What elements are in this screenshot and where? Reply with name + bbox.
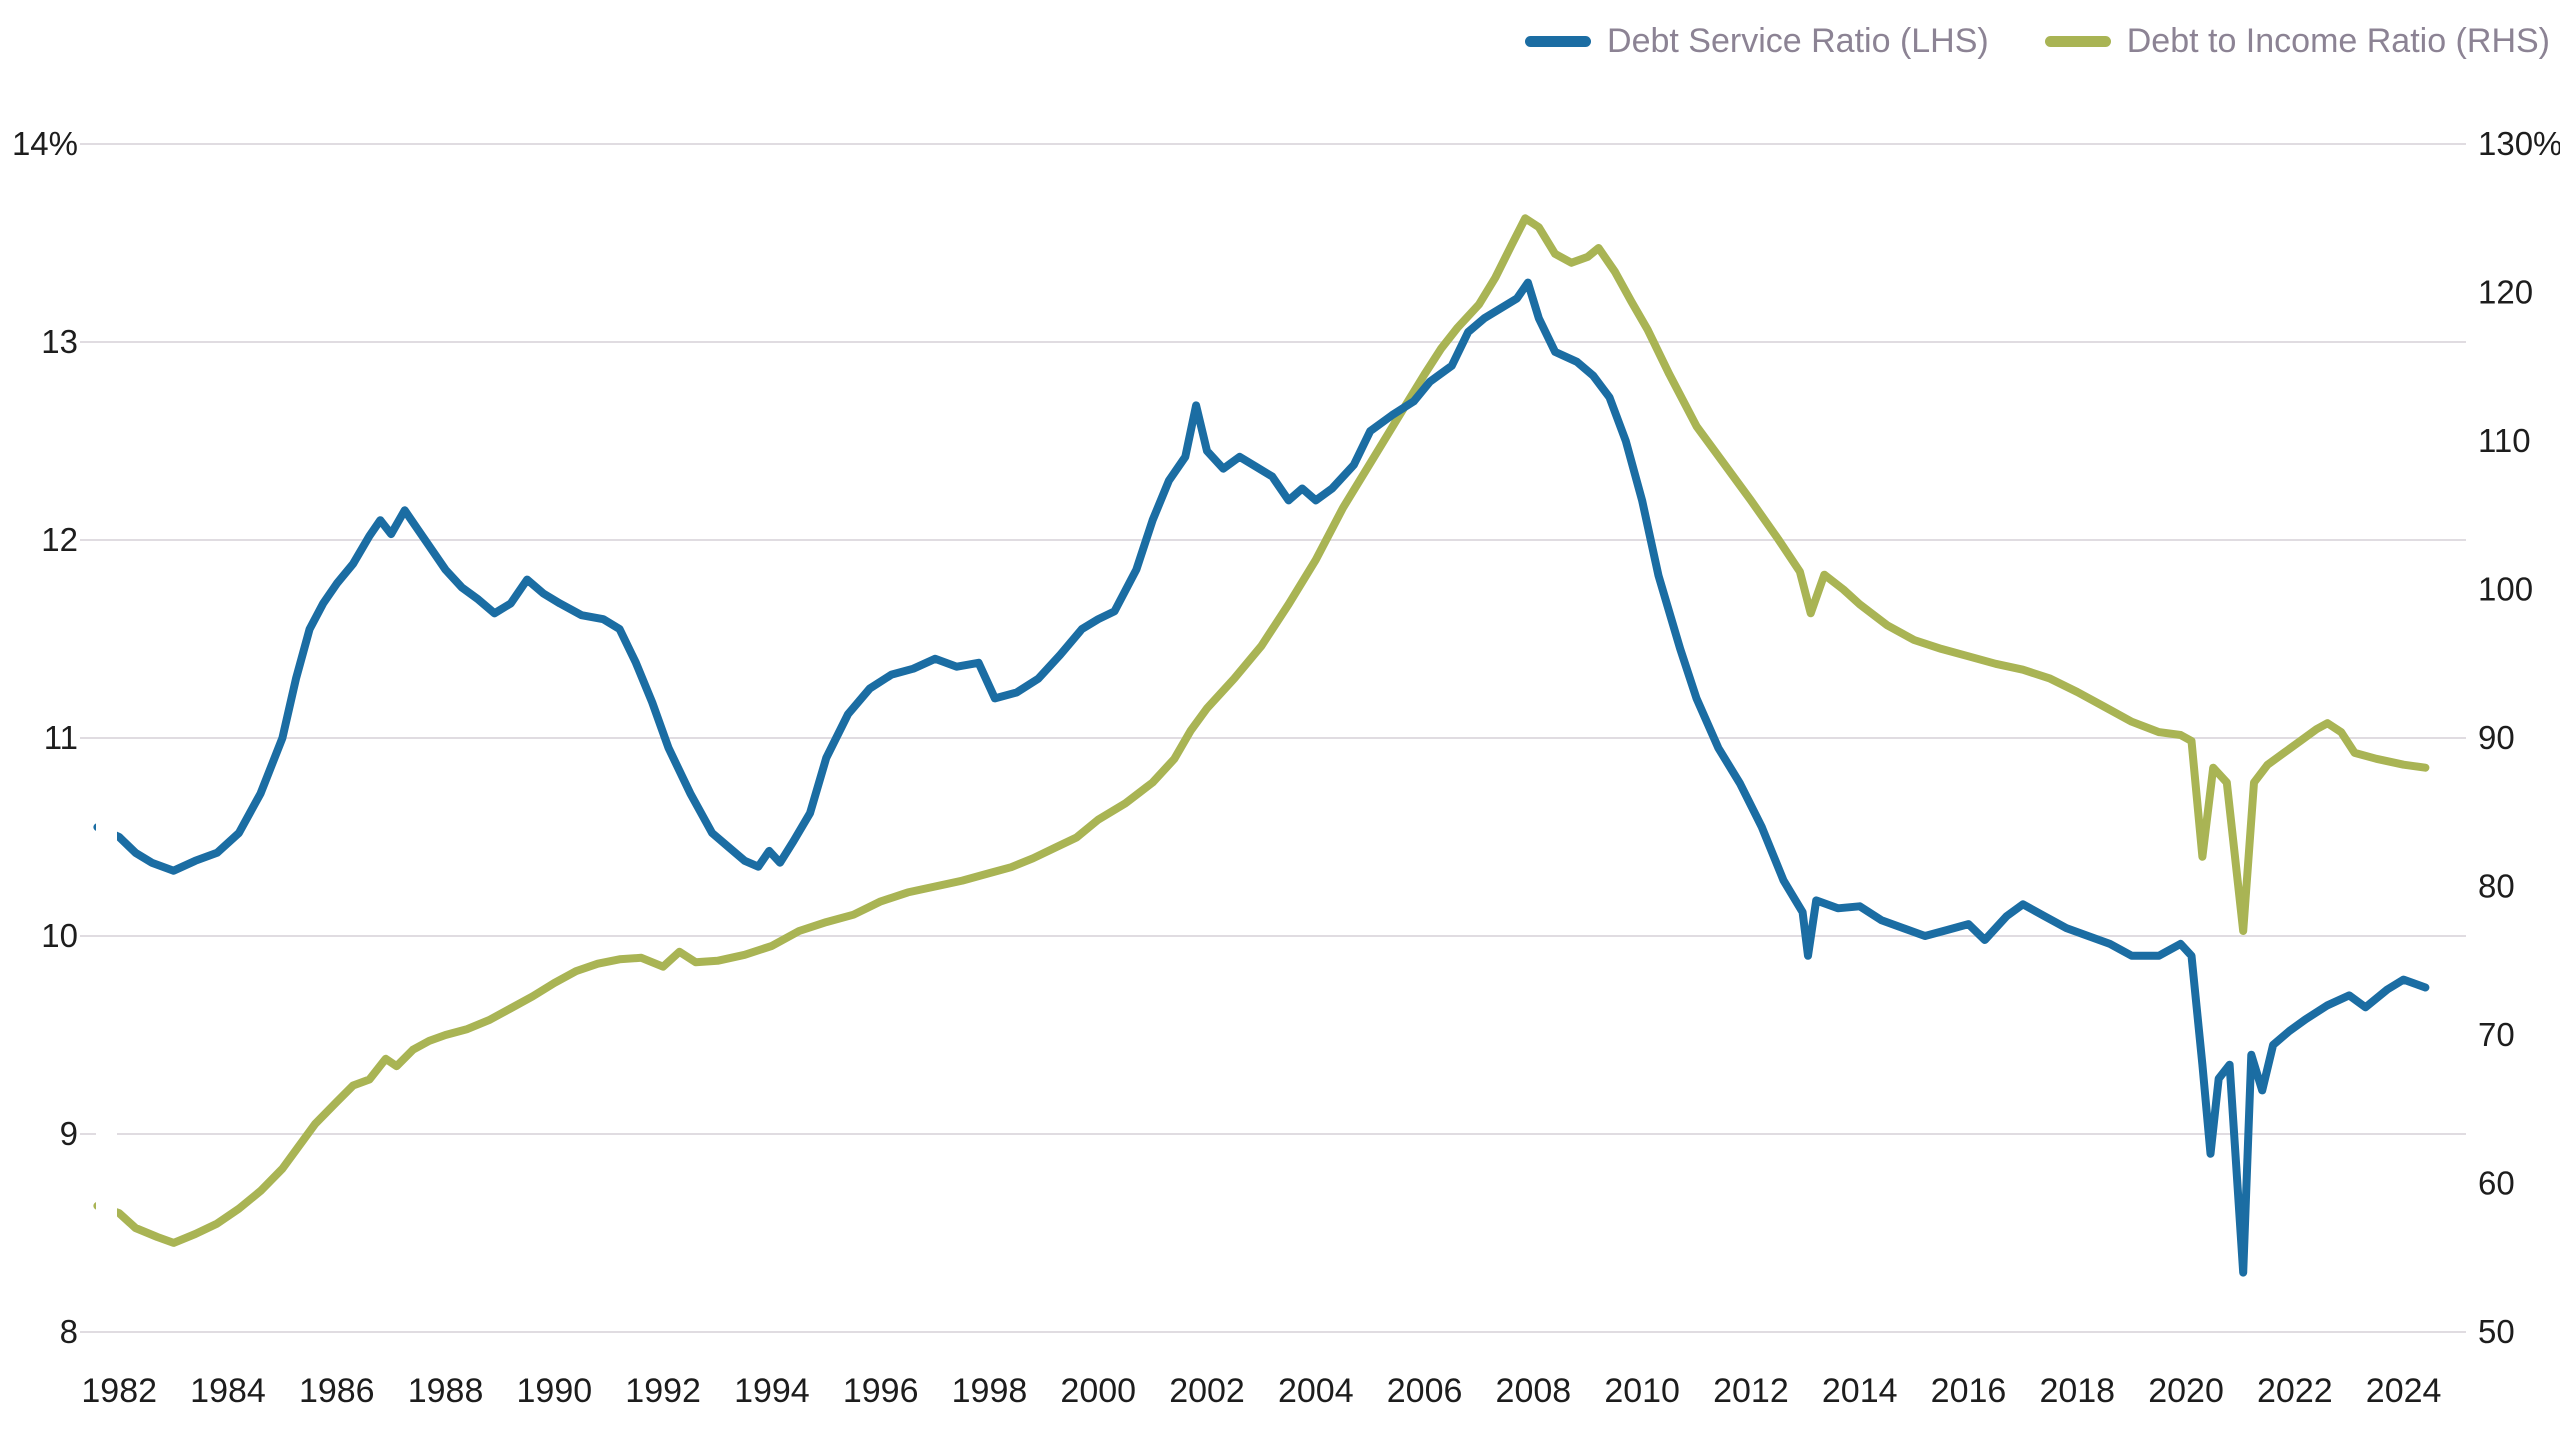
legend-line-swatch-olive-icon — [2044, 36, 2111, 47]
right-axis-tick-label: 50 — [2478, 1313, 2515, 1350]
left-axis-tick-label: 9 — [60, 1115, 78, 1152]
left-axis-tick-label: 12 — [41, 521, 78, 558]
right-axis-tick-label: 70 — [2478, 1016, 2515, 1053]
x-axis-tick-label: 2004 — [1278, 1372, 1354, 1410]
legend-item-debt-to-income-ratio: Debt to Income Ratio (RHS) — [2044, 22, 2550, 61]
x-axis-tick-label: 2024 — [2366, 1372, 2442, 1410]
right-axis-tick-label: 90 — [2478, 719, 2515, 756]
x-axis-tick-label: 1994 — [734, 1372, 810, 1410]
right-axis-tick-label: 60 — [2478, 1165, 2515, 1202]
x-axis-tick-label: 2000 — [1060, 1372, 1136, 1410]
x-axis-tick-label: 2020 — [2148, 1372, 2224, 1410]
x-axis-tick-label: 1982 — [81, 1372, 157, 1410]
chart-legend: Debt Service Ratio (LHS) Debt to Income … — [1525, 22, 2550, 61]
x-axis-tick-label: 2006 — [1387, 1372, 1463, 1410]
x-axis-tick-label: 1988 — [408, 1372, 484, 1410]
right-axis-tick-label: 120 — [2478, 274, 2533, 311]
artifact-white-bar-bottom — [96, 1132, 117, 1254]
left-axis-tick-label: 8 — [60, 1313, 78, 1350]
left-axis-tick-label: 13 — [41, 323, 78, 360]
x-axis-tick-label: 2016 — [1931, 1372, 2007, 1410]
series-line-right — [93, 214, 2430, 1247]
legend-item-debt-service-ratio: Debt Service Ratio (LHS) — [1525, 22, 1989, 61]
legend-label-debt-service-ratio: Debt Service Ratio (LHS) — [1607, 22, 1989, 60]
x-axis-tick-label: 2018 — [2039, 1372, 2115, 1410]
right-axis-tick-label: 130% — [2478, 125, 2560, 162]
x-axis-tick-label: 1998 — [952, 1372, 1028, 1410]
series-line-left — [93, 278, 2430, 1277]
x-axis-tick-label: 2008 — [1496, 1372, 1572, 1410]
x-axis-tick-label: 1990 — [517, 1372, 593, 1410]
left-axis-tick-label: 14% — [12, 125, 78, 162]
right-axis-tick-label: 110 — [2478, 422, 2531, 459]
x-axis-tick-label: 2010 — [1604, 1372, 1680, 1410]
x-axis-tick-label: 2014 — [1822, 1372, 1898, 1410]
right-axis-tick-label: 80 — [2478, 868, 2515, 905]
x-axis-tick-label: 1996 — [843, 1372, 919, 1410]
legend-line-swatch-blue-icon — [1525, 36, 1592, 47]
x-axis-tick-label: 2012 — [1713, 1372, 1789, 1410]
x-axis-tick-label: 1992 — [625, 1372, 701, 1410]
artifact-white-bar-top — [96, 750, 117, 845]
x-axis-tick-label: 2022 — [2257, 1372, 2333, 1410]
x-axis-tick-label: 1984 — [190, 1372, 266, 1410]
x-axis-tick-label: 2002 — [1169, 1372, 1245, 1410]
left-axis-tick-label: 11 — [44, 719, 78, 756]
left-axis-tick-label: 10 — [41, 917, 78, 954]
x-axis-tick-label: 1986 — [299, 1372, 375, 1410]
right-axis-tick-label: 100 — [2478, 571, 2533, 608]
legend-label-debt-to-income-ratio: Debt to Income Ratio (RHS) — [2126, 22, 2550, 60]
